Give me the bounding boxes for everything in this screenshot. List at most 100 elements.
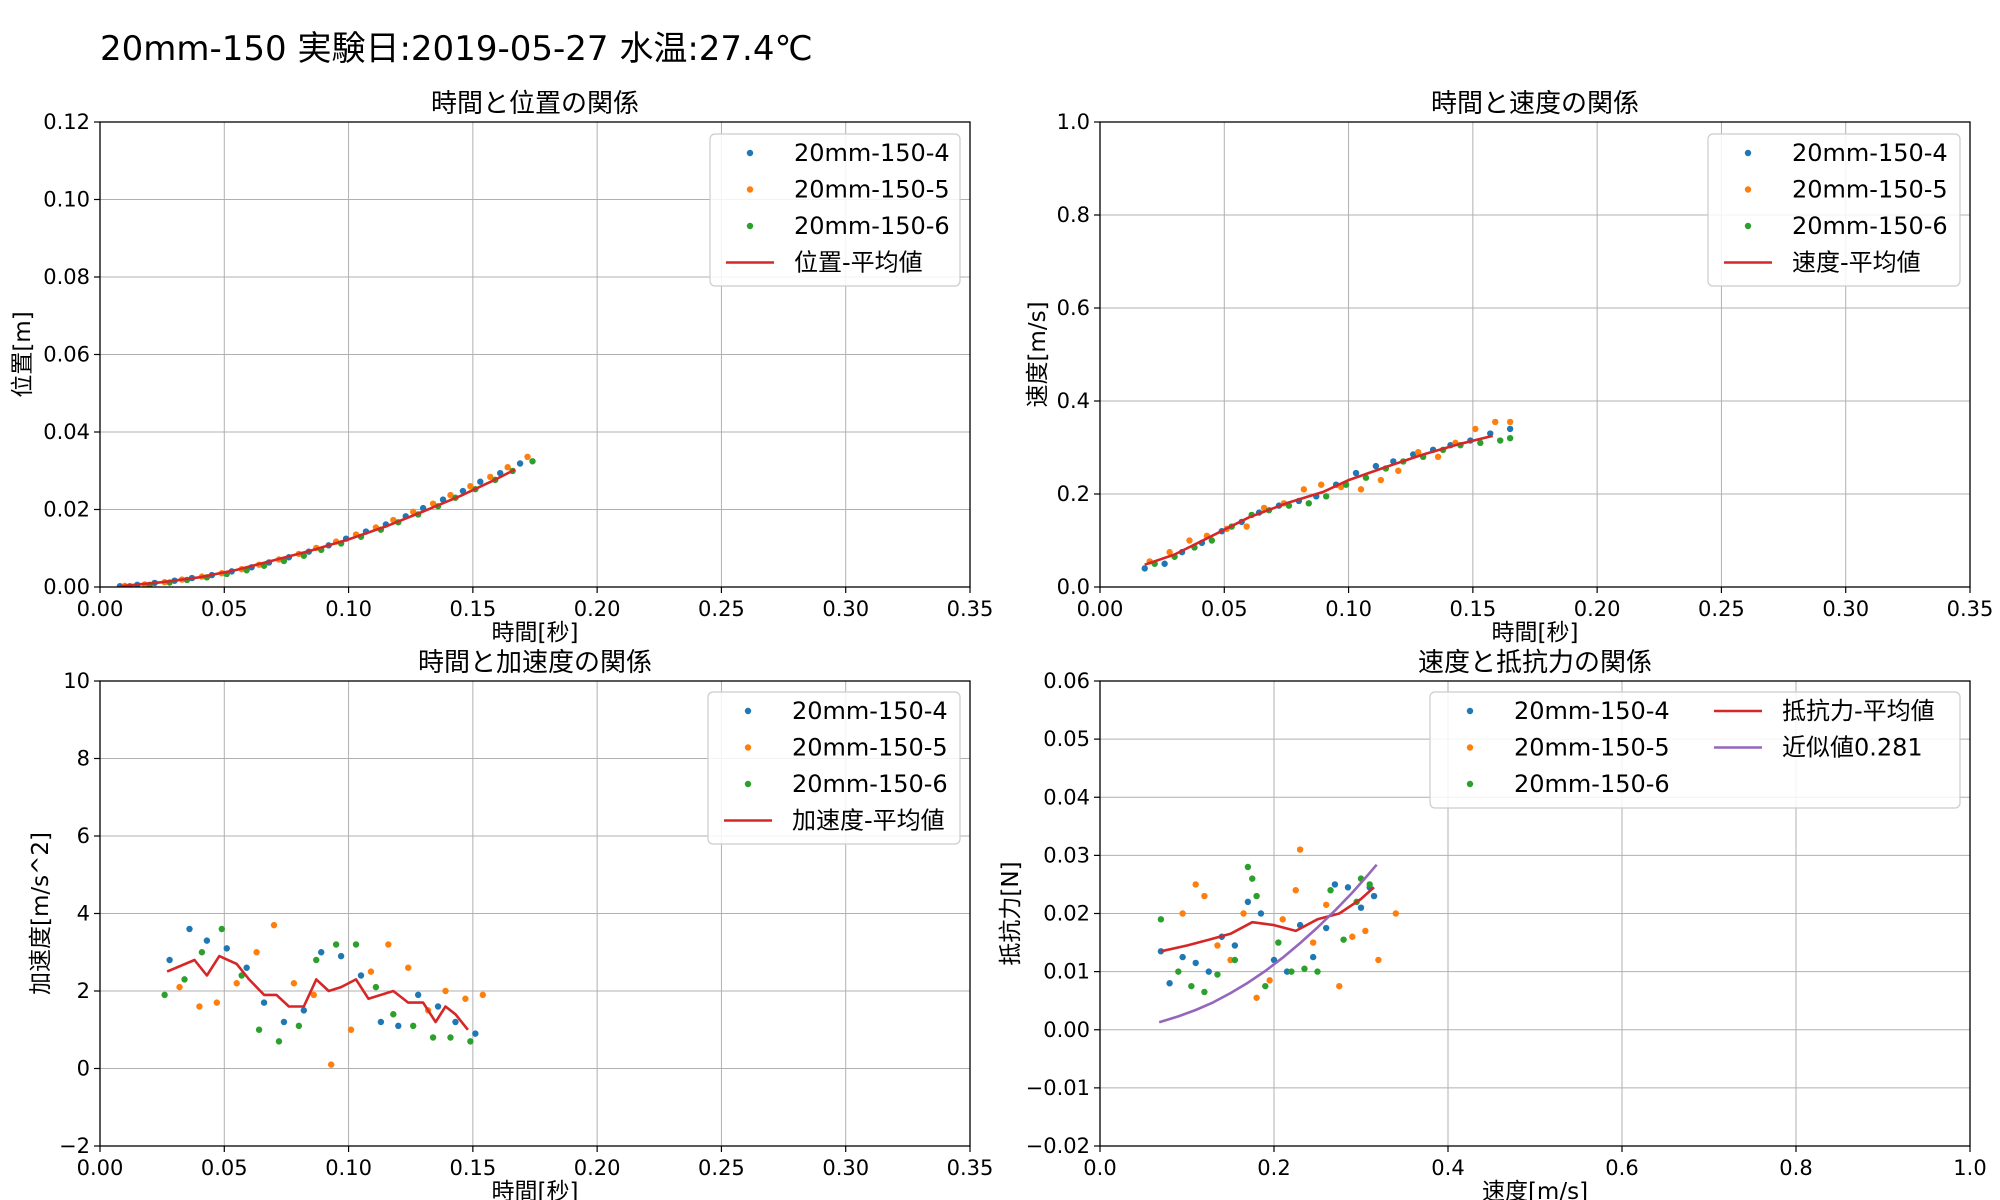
data-point-20mm-150-6: [1249, 875, 1256, 882]
data-point-20mm-150-5: [1318, 481, 1325, 488]
x-tick-label: 0.6: [1605, 1156, 1638, 1180]
series-group: [116, 453, 536, 587]
x-tick-label: 0.8: [1779, 1156, 1812, 1180]
data-point-20mm-150-4: [1231, 942, 1239, 949]
data-point-20mm-150-6: [1301, 965, 1308, 972]
data-point-20mm-150-5: [1214, 942, 1221, 949]
data-point-20mm-150-5: [367, 968, 375, 975]
data-point-20mm-150-6: [1314, 968, 1321, 975]
x-tick-label: 0.10: [325, 1156, 372, 1180]
legend-box: [1707, 133, 1961, 287]
data-point-20mm-150-4: [1205, 968, 1212, 975]
legend-label: 20mm-150-5: [1792, 176, 1948, 204]
y-tick-label: 0.06: [1043, 669, 1090, 693]
legend-marker: [1744, 186, 1752, 193]
data-point-20mm-150-4: [1370, 892, 1378, 900]
legend-marker: [1466, 744, 1474, 751]
y-tick-label: 0.10: [43, 188, 90, 212]
data-point-20mm-150-5: [524, 453, 531, 460]
axes-frame: [99, 680, 971, 1147]
data-point-20mm-150-4: [203, 937, 211, 944]
data-point-20mm-150-5: [1179, 910, 1186, 917]
x-tick-label: 0.15: [449, 1156, 496, 1180]
data-point-20mm-150-5: [1260, 504, 1268, 512]
data-point-20mm-150-4: [260, 999, 268, 1006]
x-tick-label: 0.05: [1201, 597, 1248, 621]
y-tick-label: 0: [77, 1057, 90, 1081]
axes-title: 時間と位置の関係: [431, 89, 639, 119]
chart-panel-drag-force: 0.0 0.2 0.4 0.6 0.8 1.0 −0.02 −0.01 0.00 0.01 0.02…: [998, 648, 1987, 1200]
legend-marker: [1466, 780, 1474, 788]
legend-label: 近似値0.281: [1782, 734, 1923, 762]
data-point-20mm-150-6: [1208, 537, 1216, 544]
data-point-20mm-150-4: [434, 1003, 442, 1010]
series-group: [161, 921, 486, 1068]
data-point-20mm-150-4: [1372, 462, 1380, 470]
data-point-20mm-150-5: [1506, 418, 1514, 426]
data-point-20mm-150-5: [1296, 846, 1304, 853]
x-tick-label: 0.00: [1077, 597, 1124, 621]
data-point-20mm-150-6: [161, 991, 168, 999]
data-point-20mm-150-5: [1253, 994, 1260, 1001]
data-point-20mm-150-6: [1340, 936, 1347, 943]
x-tick-label: 0.20: [1574, 597, 1621, 621]
data-point-20mm-150-5: [442, 987, 449, 995]
data-point-20mm-150-5: [327, 1061, 335, 1068]
data-point-20mm-150-4: [377, 1018, 385, 1026]
figure-suptitle: 20mm-150 実験日:2019-05-27 水温:27.4℃: [100, 29, 813, 69]
y-tick-label: 0.4: [1057, 389, 1090, 413]
data-point-20mm-150-5: [347, 1026, 355, 1033]
data-point-20mm-150-6: [1497, 437, 1504, 444]
data-point-20mm-150-4: [414, 991, 422, 999]
legend-marker: [744, 744, 752, 751]
y-tick-label: 6: [77, 824, 90, 848]
data-point-20mm-150-5: [1240, 910, 1247, 917]
data-point-20mm-150-6: [1188, 982, 1195, 990]
legend-marker: [744, 780, 752, 788]
x-tick-label: 0.30: [1822, 597, 1869, 621]
data-point-20mm-150-5: [1166, 548, 1173, 556]
x-tick-label: 0.25: [698, 1156, 745, 1180]
y-tick-label: 0.8: [1057, 203, 1090, 227]
data-point-20mm-150-6: [1506, 435, 1514, 442]
x-tick-label: 1.0: [1953, 1156, 1986, 1180]
x-tick-label: 0.35: [1947, 597, 1994, 621]
x-tick-label: 0.35: [947, 597, 994, 621]
y-tick-label: 0.0: [1057, 575, 1090, 599]
y-axis-label: 位置[m]: [10, 311, 36, 397]
data-point-20mm-150-6: [181, 976, 188, 983]
x-tick-label: 0.35: [947, 1156, 994, 1180]
data-point-20mm-150-5: [1279, 916, 1286, 923]
data-point-20mm-150-5: [1434, 453, 1442, 460]
y-tick-label: 4: [77, 902, 90, 926]
data-point-20mm-150-6: [1157, 916, 1165, 923]
data-point-20mm-150-6: [429, 1034, 437, 1041]
data-point-20mm-150-5: [1492, 418, 1499, 426]
legend: 20mm-150-4 20mm-150-5 20mm-150-6 位置-平均値: [709, 133, 961, 287]
y-tick-label: 0.03: [1043, 843, 1090, 867]
y-axis-label: 抵抗力[N]: [998, 861, 1024, 965]
data-point-20mm-150-4: [1141, 565, 1148, 572]
series-line-速度-平均値: [1144, 434, 1494, 566]
data-point-20mm-150-4: [1192, 959, 1199, 967]
series-line-近似値0.281: [1158, 863, 1378, 1024]
data-point-20mm-150-6: [529, 458, 536, 465]
data-point-20mm-150-4: [516, 460, 524, 467]
legend-label: 20mm-150-6: [792, 770, 948, 798]
data-point-20mm-150-5: [1395, 467, 1402, 474]
data-point-20mm-150-6: [1477, 439, 1484, 447]
data-point-20mm-150-5: [1362, 927, 1369, 935]
data-point-20mm-150-4: [1179, 953, 1186, 961]
legend: 20mm-150-4 20mm-150-5 20mm-150-6 抵抗力-平均値近似値…: [1429, 691, 1961, 809]
y-tick-label: 8: [77, 747, 90, 771]
x-tick-label: 0.10: [325, 597, 372, 621]
x-tick-label: 0.25: [1698, 597, 1745, 621]
y-tick-label: 0.02: [43, 498, 90, 522]
y-tick-label: 0.00: [43, 575, 90, 599]
y-tick-label: 1.0: [1057, 110, 1090, 134]
y-tick-label: 0.04: [1043, 785, 1090, 809]
x-axis-label: 時間[秒]: [492, 620, 579, 646]
data-point-20mm-150-4: [318, 949, 325, 956]
data-point-20mm-150-5: [290, 980, 298, 987]
